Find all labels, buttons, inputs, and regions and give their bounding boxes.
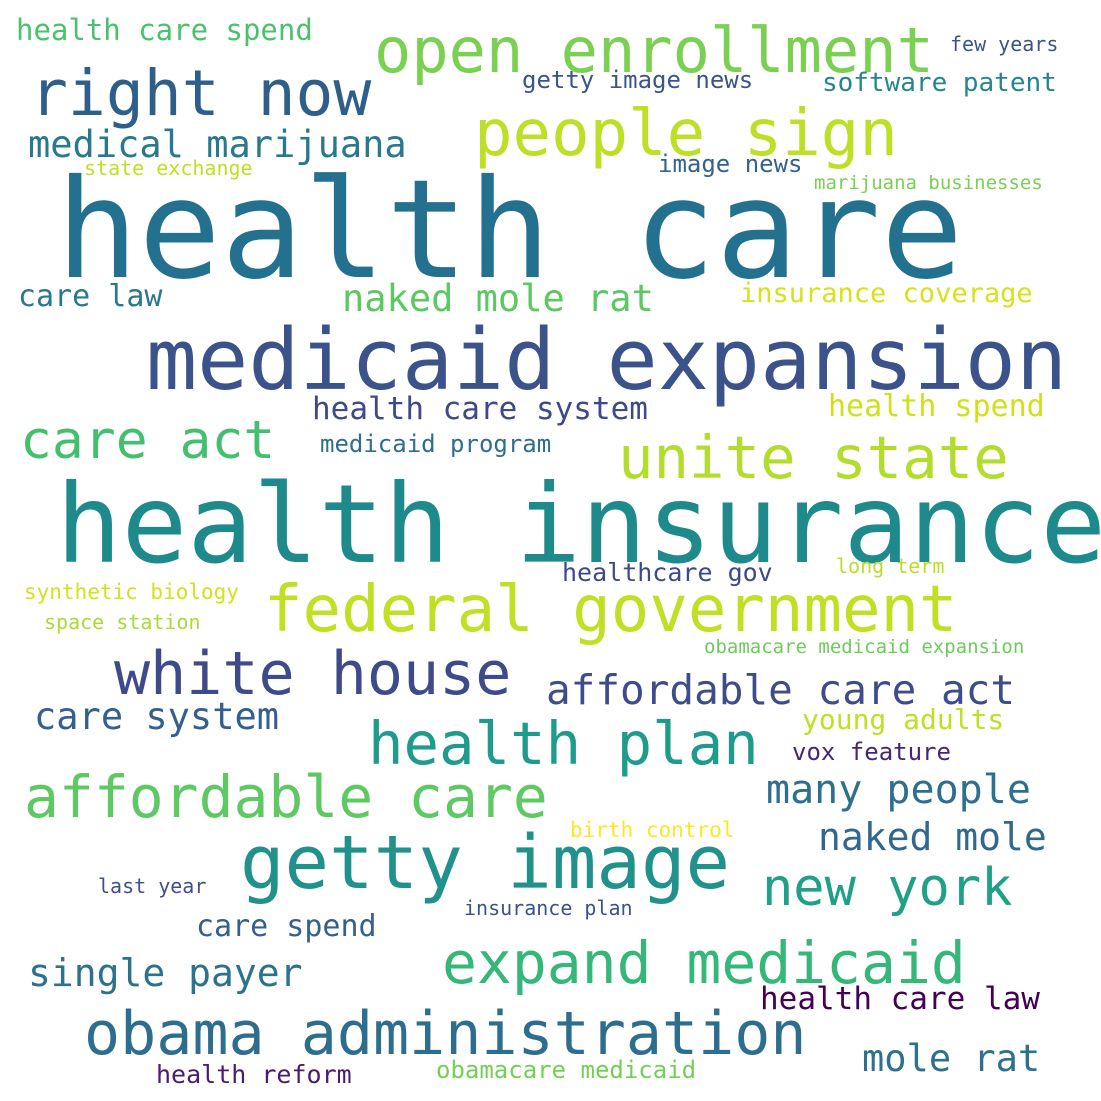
word-obama-administration: obama administration [84, 999, 807, 1069]
word-care-law: care law [18, 279, 163, 314]
word-medical-marijuana: medical marijuana [28, 123, 407, 166]
word-young-adults: young adults [802, 703, 1005, 736]
word-few-years: few years [950, 32, 1059, 56]
word-medicaid-expansion: medicaid expansion [146, 311, 1068, 410]
word-last-year: last year [98, 874, 207, 898]
word-health-spend: health spend [828, 389, 1045, 424]
word-synthetic-biology: synthetic biology [24, 580, 239, 604]
word-care-system: care system [34, 695, 280, 738]
word-white-house: white house [114, 639, 512, 709]
word-medicaid-program: medicaid program [320, 430, 552, 458]
word-space-station: space station [44, 610, 201, 634]
word-marijuana-businesses: marijuana businesses [814, 172, 1043, 194]
word-affordable-care-act: affordable care act [546, 666, 1015, 714]
word-health-reform: health reform [156, 1060, 352, 1089]
word-getty-image: getty image [240, 820, 731, 906]
word-insurance-plan: insurance plan [464, 896, 633, 920]
word-long-term: long term [836, 554, 945, 578]
word-vox-feature: vox feature [792, 738, 951, 766]
word-people-sign: people sign [474, 97, 898, 171]
word-getty-image-news: getty image news [522, 66, 754, 94]
word-obamacare-medicaid: obamacare medicaid [436, 1056, 697, 1084]
word-new-york: new york [762, 858, 1013, 918]
word-health-plan: health plan [368, 709, 759, 778]
word-right-now: right now [30, 57, 372, 130]
word-health-care-law: health care law [760, 981, 1040, 1017]
word-unite-state: unite state [618, 423, 1009, 492]
word-naked-mole-rat: naked mole rat [342, 277, 654, 320]
word-single-payer: single payer [28, 951, 303, 995]
word-federal-government: federal government [264, 573, 958, 647]
word-care-spend: care spend [196, 909, 377, 944]
word-expand-medicaid: expand medicaid [442, 929, 966, 997]
word-health-care: health care [56, 151, 964, 310]
word-health-care-system: health care system [312, 391, 648, 427]
word-health-care-spend: health care spend [16, 13, 313, 47]
word-naked-mole: naked mole [818, 815, 1047, 859]
word-open-enrollment: open enrollment [374, 14, 934, 87]
word-affordable-care: affordable care [24, 763, 548, 831]
word-insurance-coverage: insurance coverage [740, 278, 1033, 309]
word-healthcare-gov: healthcare gov [562, 558, 773, 587]
word-image-news: image news [658, 150, 803, 178]
word-health-insurance: health insurance [56, 461, 1101, 588]
word-obamacare-medicaid-expansion: obamacare medicaid expansion [704, 636, 1025, 658]
word-birth-control: birth control [570, 818, 735, 842]
word-software-patent: software patent [822, 68, 1057, 98]
word-mole-rat: mole rat [862, 1037, 1041, 1080]
word-many-people: many people [766, 767, 1031, 813]
word-state-exchange: state exchange [84, 156, 253, 180]
word-care-act: care act [20, 410, 276, 471]
